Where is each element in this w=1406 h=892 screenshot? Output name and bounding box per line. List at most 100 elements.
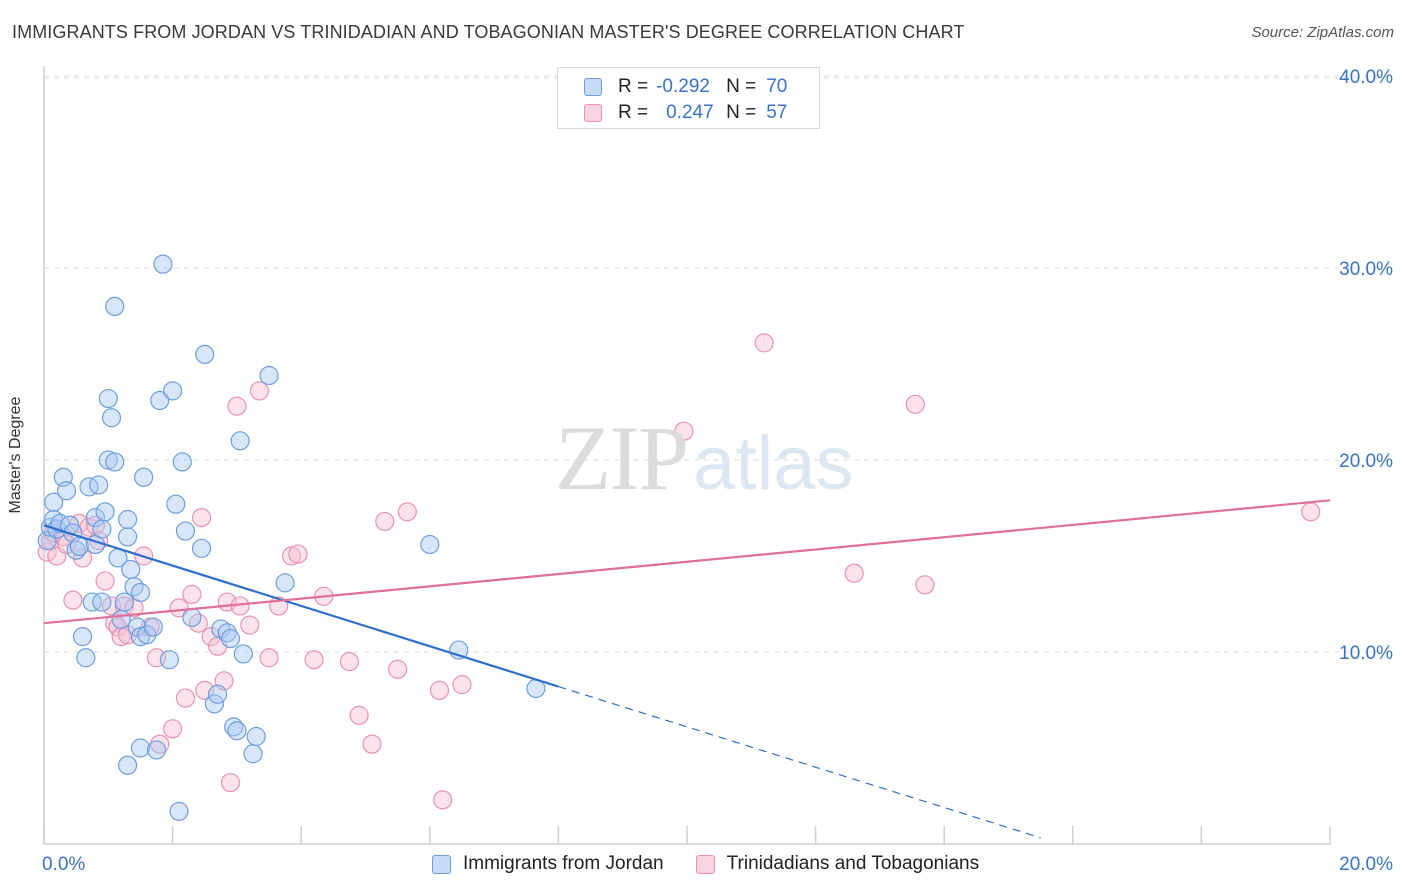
data-point-trinidadian <box>249 381 270 401</box>
data-point-jordan <box>175 521 196 541</box>
legend-r-label: R = <box>618 102 649 123</box>
data-point-jordan <box>246 726 266 747</box>
data-point-jordan <box>208 684 228 704</box>
y-tick-label: 40.0% <box>1339 67 1393 88</box>
data-point-jordan <box>217 623 237 643</box>
data-point-jordan <box>121 559 141 580</box>
data-point-trinidadian <box>259 648 279 668</box>
data-point-jordan <box>130 582 151 603</box>
legend-n-value-trinidadian: 57 <box>766 102 788 123</box>
data-point-jordan <box>195 344 215 364</box>
data-point-trinidadian <box>754 333 774 353</box>
data-point-jordan <box>105 452 125 472</box>
data-point-jordan <box>166 494 186 514</box>
data-point-jordan <box>153 254 173 274</box>
data-point-trinidadian <box>304 650 324 670</box>
data-point-trinidadian <box>191 507 212 528</box>
data-point-trinidadian <box>905 394 925 414</box>
correlation-legend: R = -0.292 N = 70 R = 0.247 N = 57 <box>557 67 820 129</box>
trend-line-jordan <box>43 524 559 688</box>
data-point-jordan <box>44 492 64 512</box>
data-point-jordan <box>101 408 122 428</box>
legend-r-label: R = <box>618 76 649 97</box>
y-tick-label: 10.0% <box>1339 643 1393 664</box>
x-tick-label: 0.0% <box>42 854 85 875</box>
tick-labels: 10.0% 20.0% 30.0% 40.0% 0.0% 20.0% <box>42 67 1393 875</box>
chart-source: Source: ZipAtlas.com <box>1251 24 1394 41</box>
data-point-trinidadian <box>388 659 408 679</box>
data-point-trinidadian <box>288 544 308 564</box>
series-legend: Immigrants from Jordan Trinidadians and … <box>432 852 1011 876</box>
data-point-jordan <box>159 650 179 670</box>
legend-row-trinidadian: R = 0.247 N = 57 <box>584 100 787 126</box>
legend-swatch-trinidadian <box>695 854 715 874</box>
jordan-points <box>37 254 546 821</box>
data-point-jordan <box>95 502 115 522</box>
data-point-jordan <box>69 536 89 557</box>
data-point-jordan <box>143 617 163 637</box>
data-point-jordan <box>243 744 263 764</box>
data-point-jordan <box>114 592 134 612</box>
data-point-trinidadian <box>397 502 417 522</box>
data-point-trinidadian <box>220 772 241 793</box>
data-point-jordan <box>72 627 93 647</box>
data-point-jordan <box>259 365 279 386</box>
trend-line-jordan-extension <box>558 685 1041 839</box>
legend-swatch-trinidadian <box>584 104 602 122</box>
data-point-jordan <box>233 644 253 664</box>
data-point-trinidadian <box>227 396 247 416</box>
y-tick-label: 20.0% <box>1339 451 1393 472</box>
data-point-jordan <box>130 738 151 758</box>
data-point-trinidadian <box>429 680 450 701</box>
data-point-trinidadian <box>433 790 453 810</box>
trend-line-trinidadian <box>43 499 1331 625</box>
legend-n-label: N = <box>726 102 757 123</box>
data-point-trinidadian <box>72 548 93 568</box>
grid-lines <box>44 75 1392 653</box>
data-point-jordan <box>98 388 118 409</box>
legend-item-jordan[interactable]: Immigrants from Jordan <box>432 853 664 875</box>
data-point-trinidadian <box>182 584 202 605</box>
data-point-trinidadian <box>1301 502 1321 522</box>
chart-title: IMMIGRANTS FROM JORDAN VS TRINIDADIAN AN… <box>12 22 965 42</box>
data-point-trinidadian <box>915 575 935 595</box>
data-point-jordan <box>227 721 247 741</box>
data-point-jordan <box>117 527 138 547</box>
data-point-jordan <box>105 296 125 316</box>
data-point-jordan <box>137 625 157 645</box>
legend-item-trinidadian[interactable]: Trinidadians and Tobagonians <box>695 853 980 875</box>
data-point-trinidadian <box>169 598 189 618</box>
data-point-trinidadian <box>201 627 221 647</box>
legend-swatch-jordan <box>432 854 451 874</box>
data-point-jordan <box>92 519 112 539</box>
data-point-jordan <box>220 628 241 649</box>
data-point-jordan <box>117 755 138 775</box>
data-point-jordan <box>230 431 250 451</box>
data-point-trinidadian <box>339 651 360 672</box>
data-point-jordan <box>172 452 192 472</box>
trinidadian-points <box>37 333 1321 810</box>
data-point-trinidadian <box>452 675 472 695</box>
data-point-jordan <box>82 592 102 612</box>
data-point-trinidadian <box>844 563 864 583</box>
data-point-jordan <box>169 801 189 821</box>
data-point-trinidadian <box>195 680 215 701</box>
data-point-jordan <box>146 740 167 760</box>
y-axis-label: Master's Degree <box>7 396 24 514</box>
data-point-jordan <box>111 609 131 629</box>
legend-swatch-jordan <box>584 78 602 96</box>
data-point-jordan <box>76 648 96 668</box>
data-point-jordan <box>79 477 99 497</box>
y-tick-label: 30.0% <box>1339 259 1393 280</box>
data-point-trinidadian <box>674 421 694 441</box>
data-point-jordan <box>163 381 183 401</box>
legend-label-trinidadian: Trinidadians and Tobagonians <box>726 853 980 874</box>
data-point-trinidadian <box>163 719 183 739</box>
data-point-trinidadian <box>95 571 115 591</box>
trend-lines <box>43 499 1331 839</box>
data-point-jordan <box>117 509 138 530</box>
data-point-jordan <box>56 481 77 501</box>
data-point-trinidadian <box>362 734 382 754</box>
axes <box>43 66 1331 845</box>
